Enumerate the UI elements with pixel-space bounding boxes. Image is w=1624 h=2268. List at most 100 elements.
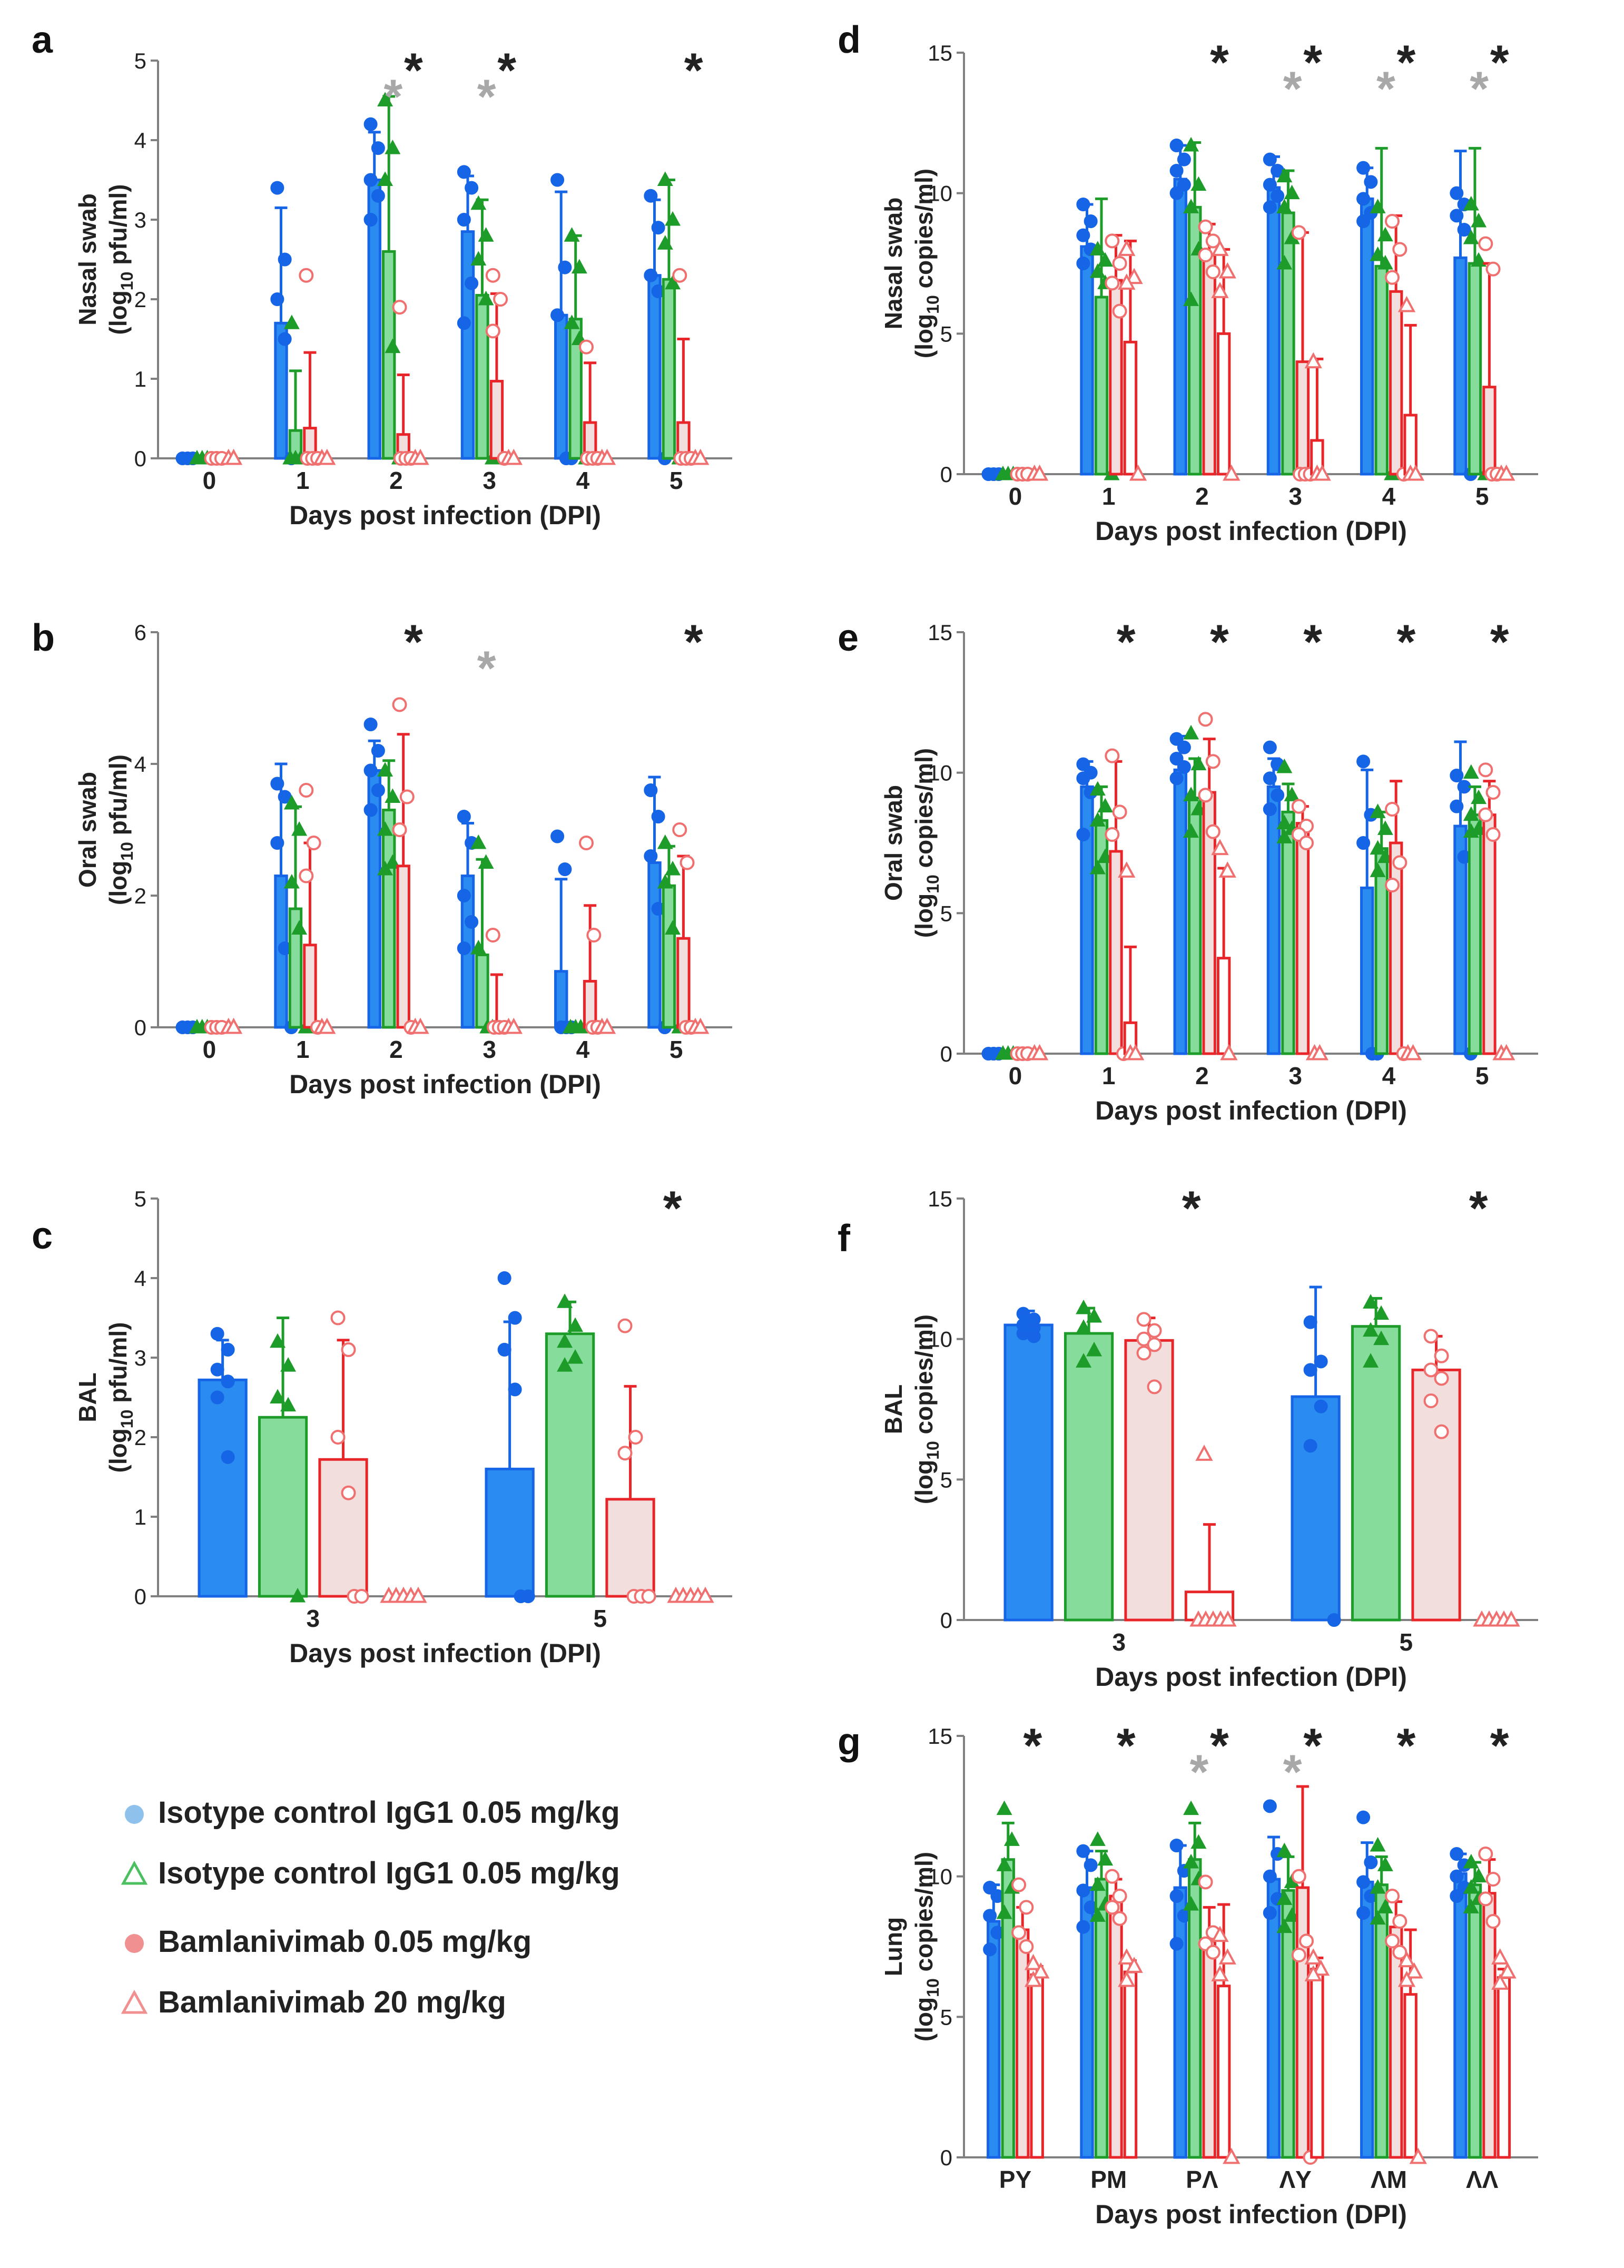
data-point [1183, 1896, 1199, 1911]
data-point [392, 300, 407, 315]
bar [303, 944, 317, 1029]
bar-group [1473, 1610, 1520, 1627]
data-point [692, 1017, 710, 1034]
data-point [1364, 1855, 1378, 1869]
data-point [377, 860, 393, 876]
bar-group [1026, 1044, 1049, 1061]
data-point [1303, 1315, 1317, 1329]
bar [662, 884, 676, 1029]
bar-group [667, 1586, 714, 1603]
data-point [290, 1587, 306, 1603]
bar-group [1183, 136, 1207, 476]
bar-group [686, 448, 710, 465]
bar [382, 809, 396, 1029]
bar [1360, 886, 1374, 1055]
legend-marker-circle [125, 1934, 144, 1953]
bar-group [1003, 1307, 1054, 1622]
bar-group [1478, 236, 1505, 482]
x-tick-label: 4 [576, 1036, 590, 1063]
y-axis-title-unit-rest: pfu/ml) [104, 184, 132, 272]
series-2 [318, 1310, 656, 1604]
data-point [564, 315, 580, 329]
bar-group [1304, 352, 1331, 481]
bar-group [1305, 1044, 1328, 1061]
bar-group [198, 1327, 248, 1598]
data-point [550, 308, 565, 322]
data-point [1089, 1907, 1106, 1922]
bar [987, 1920, 1001, 2159]
data-point [1030, 1044, 1049, 1061]
data-point [291, 821, 308, 836]
data-point [1303, 1439, 1317, 1453]
data-point [1118, 1948, 1136, 1965]
bar-group [485, 928, 512, 1035]
y-axis-title-sub: 10 [923, 295, 942, 314]
significance-star: * [1396, 1719, 1415, 1773]
data-point [557, 1293, 573, 1308]
bar [1281, 810, 1295, 1055]
bar-group [1411, 1329, 1461, 1622]
data-point [672, 268, 687, 283]
x-tick-label: 3 [1288, 1062, 1302, 1089]
data-point [1105, 1900, 1120, 1915]
y-tick-label: 1 [134, 1505, 146, 1529]
data-point [1076, 1319, 1092, 1334]
bar-group [377, 759, 401, 1029]
x-tick-label: 1 [296, 1036, 310, 1063]
significance-star: * [684, 44, 703, 97]
data-point [1370, 1879, 1386, 1894]
data-point [1097, 848, 1114, 863]
data-point [1373, 1330, 1390, 1346]
data-point [485, 323, 500, 339]
y-tick-label: 4 [134, 128, 146, 153]
y-tick-label: 4 [134, 1266, 146, 1291]
y-axis-title-sub: 10 [923, 875, 942, 894]
bar [1468, 262, 1482, 476]
data-point [1377, 1857, 1393, 1871]
data-point [1097, 252, 1114, 267]
y-tick-label: 5 [134, 48, 146, 73]
data-point [571, 259, 587, 274]
data-point [1392, 242, 1408, 257]
data-point [1434, 1424, 1449, 1439]
data-point [617, 1318, 633, 1333]
bar-group [1105, 1869, 1127, 2159]
series-0 [1003, 1285, 1341, 1627]
bar [1016, 1928, 1030, 2159]
bar [1468, 813, 1482, 1055]
bar [1403, 1993, 1418, 2159]
data-point [1076, 1844, 1090, 1858]
x-tick-label: 5 [670, 467, 683, 494]
data-point [371, 141, 385, 155]
bar-group [1351, 1294, 1401, 1622]
data-point [392, 697, 407, 712]
data-point [1169, 139, 1184, 152]
data-point [1356, 836, 1371, 850]
bar-group [1263, 152, 1285, 476]
bar-group [1118, 1948, 1143, 2159]
bar [1482, 813, 1497, 1055]
bar-group [1211, 839, 1238, 1061]
legend-marker-circle [125, 1805, 144, 1824]
bar-group [1276, 758, 1300, 1055]
series-3 [1024, 1903, 1517, 2164]
data-point [1118, 240, 1136, 256]
data-point [1136, 1346, 1151, 1361]
data-point [1263, 771, 1277, 786]
data-point [392, 822, 407, 837]
bar-group [672, 268, 699, 466]
data-point [1112, 804, 1127, 820]
data-point [1271, 189, 1285, 203]
data-point [270, 1389, 286, 1403]
bar-group [318, 1310, 369, 1604]
data-point [1263, 200, 1277, 214]
data-point [1112, 256, 1127, 271]
bar-group [1385, 780, 1411, 1061]
bar-group [1291, 1285, 1341, 1627]
data-point [1276, 199, 1293, 213]
data-point [558, 260, 572, 274]
data-point [1211, 839, 1229, 856]
data-point [411, 1017, 429, 1034]
